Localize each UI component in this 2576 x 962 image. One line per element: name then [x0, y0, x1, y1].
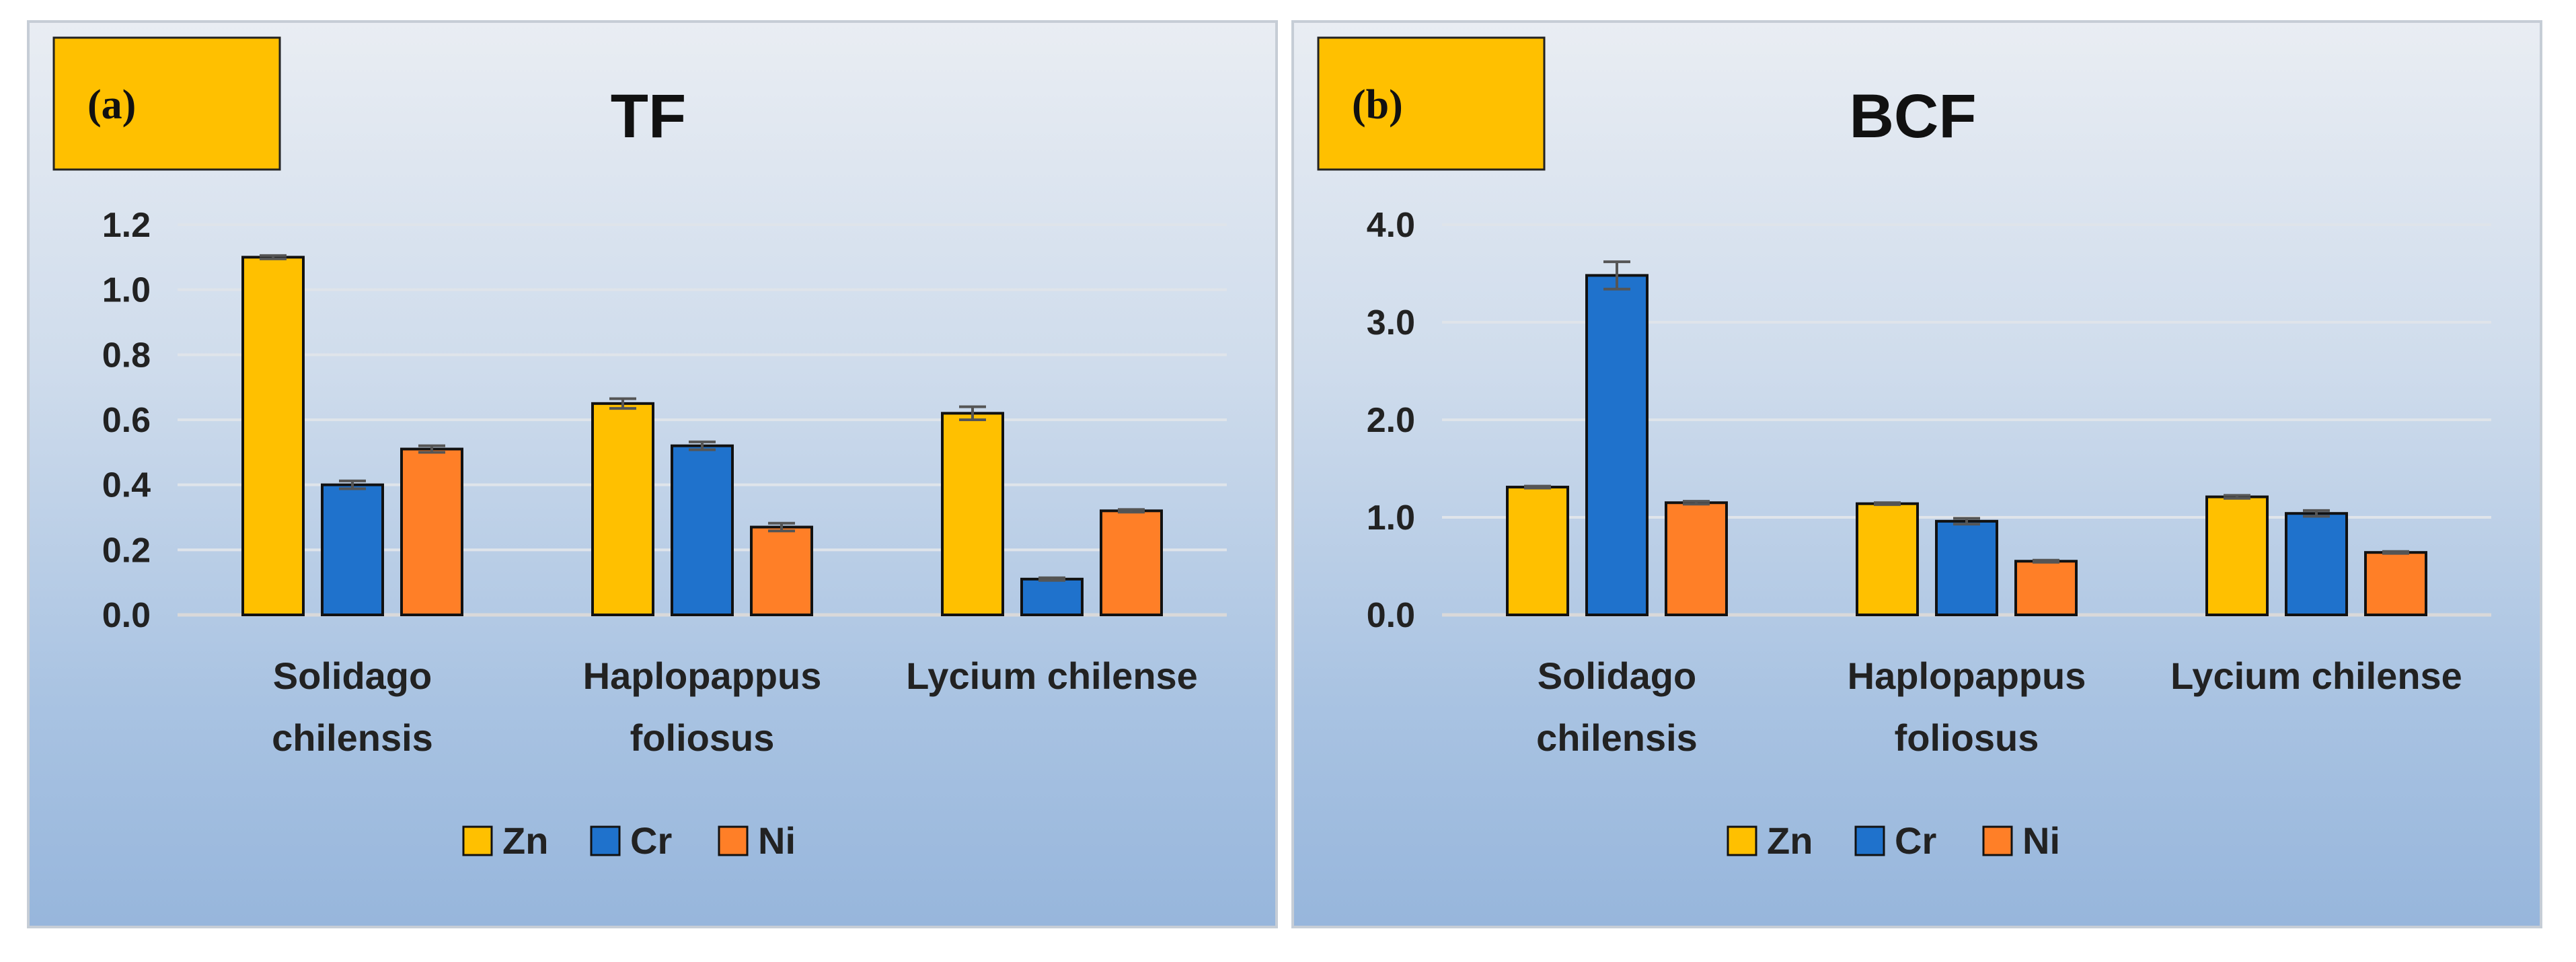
- x-category-label: chilensis: [1536, 716, 1698, 759]
- bar-ni: [1100, 509, 1163, 616]
- legend-label-cr: Cr: [630, 819, 672, 862]
- x-category-label: Haplopappus: [1848, 655, 2086, 697]
- y-tick-label: 0.0: [1367, 596, 1415, 635]
- bar-cr: [2285, 512, 2348, 617]
- y-tick-label: 0.0: [102, 596, 151, 635]
- legend-label-ni: Ni: [2022, 819, 2060, 862]
- bar-zn: [1856, 502, 1919, 617]
- y-tick-label: 2.0: [1367, 401, 1415, 440]
- y-tick-label: 1.2: [102, 206, 151, 245]
- bar-zn: [941, 412, 1004, 616]
- legend-label-zn: Zn: [1767, 819, 1813, 862]
- chart-panel-a: (a) TF 0.0 0.2 0.4 0.6 0.8 1.0 1.2 Solidago chilen…: [27, 20, 1278, 928]
- panel-tag-label: (a): [87, 82, 136, 128]
- bar-zn: [1506, 486, 1569, 616]
- y-tick-label: 4.0: [1367, 206, 1415, 245]
- y-tick-label: 0.6: [102, 401, 151, 440]
- y-tick-label: 0.2: [102, 531, 151, 570]
- x-category-label: foliosus: [630, 716, 775, 759]
- y-tick-label: 1.0: [102, 271, 151, 310]
- panel-tag-box: [1317, 36, 1546, 171]
- bar-zn: [2205, 495, 2269, 616]
- y-tick-label: 0.4: [102, 466, 151, 505]
- x-category-label: Lycium chilense: [906, 655, 1198, 697]
- legend-swatch-zn: [462, 825, 493, 856]
- bar-zn: [591, 402, 654, 616]
- bar-cr: [1585, 274, 1649, 616]
- y-tick-label: 0.8: [102, 336, 151, 375]
- legend-label-zn: Zn: [502, 819, 548, 862]
- x-category-label: foliosus: [1895, 716, 2039, 759]
- bar-ni: [2364, 551, 2427, 617]
- bar-cr: [671, 444, 734, 617]
- x-category-label: Solidago: [1538, 655, 1696, 697]
- bar-zn: [241, 256, 305, 617]
- bar-ni: [1665, 501, 1728, 616]
- legend-label-cr: Cr: [1895, 819, 1936, 862]
- legend-swatch-ni: [718, 825, 749, 856]
- chart-panel-b: (b) BCF 0.0 1.0 2.0 3.0 4.0 Solidago chilensis Ha…: [1291, 20, 2542, 928]
- x-category-label: chilensis: [272, 716, 433, 759]
- chart-title: TF: [611, 82, 686, 151]
- legend-label-ni: Ni: [758, 819, 796, 862]
- y-tick-label: 3.0: [1367, 303, 1415, 342]
- legend-swatch-cr: [590, 825, 621, 856]
- chart-title: BCF: [1849, 82, 1976, 151]
- y-tick-label: 1.0: [1367, 498, 1415, 538]
- panel-tag-box: [52, 36, 281, 171]
- chart-a-svg: (a) TF 0.0 0.2 0.4 0.6 0.8 1.0 1.2 Solidago chilen…: [52, 36, 1227, 862]
- bar-cr: [321, 483, 384, 617]
- bar-cr: [1020, 577, 1084, 616]
- bar-ni: [2014, 560, 2078, 616]
- x-category-label: Solidago: [273, 655, 432, 697]
- legend-swatch-cr: [1854, 825, 1885, 856]
- bar-ni: [400, 447, 463, 616]
- bar-ni: [750, 525, 813, 616]
- x-category-label: Haplopappus: [583, 655, 822, 697]
- panel-tag-label: (b): [1352, 82, 1403, 128]
- legend-swatch-zn: [1727, 825, 1757, 856]
- legend-swatch-ni: [1982, 825, 2013, 856]
- x-category-label: Lycium chilense: [2170, 655, 2462, 697]
- chart-b-svg: (b) BCF 0.0 1.0 2.0 3.0 4.0 Solidago chilensis Ha…: [1317, 36, 2491, 862]
- bar-cr: [1935, 519, 1998, 616]
